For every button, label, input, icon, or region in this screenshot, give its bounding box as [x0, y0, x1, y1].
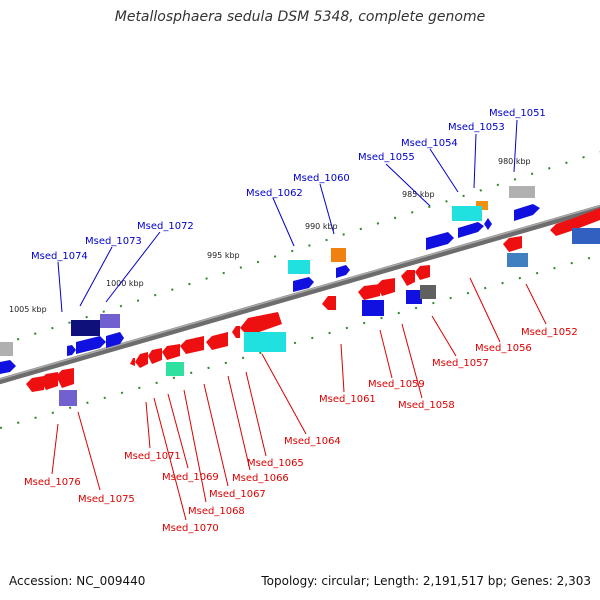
gene-label[interactable]: Msed_1059 — [368, 379, 425, 390]
gene-Msed_1056[interactable] — [415, 265, 430, 280]
gene-Msed_1076b[interactable] — [40, 372, 58, 390]
gene-label[interactable]: Msed_1069 — [162, 472, 219, 483]
gene-Msed_1071b[interactable] — [130, 358, 135, 366]
gene-Msed_1072-homolog[interactable] — [100, 314, 120, 328]
gene-Msed_1064-homolog[interactable] — [244, 332, 286, 352]
gene-label[interactable]: Msed_1072 — [137, 221, 194, 232]
gene-Msed_1073[interactable] — [76, 336, 106, 354]
gene-Msed_1074[interactable] — [67, 345, 76, 356]
gene-label[interactable]: Msed_1074 — [31, 251, 88, 262]
gene-label[interactable]: Msed_1064 — [284, 436, 341, 447]
gene-label[interactable]: Msed_1058 — [398, 400, 455, 411]
kbp-label: 1000 kbp — [106, 279, 144, 288]
gene-Msed_1069[interactable] — [162, 344, 180, 360]
accession-text: Accession: NC_009440 — [9, 574, 146, 588]
gene-Msed_1053b[interactable] — [484, 218, 492, 230]
gene-label[interactable]: Msed_1055 — [358, 152, 415, 163]
reverse-strand-genes — [26, 208, 600, 406]
gene-Msed_1060b[interactable] — [336, 265, 350, 278]
gene-Msed_1057-homolog[interactable] — [420, 285, 436, 299]
gene-Msed_1053[interactable] — [458, 222, 484, 238]
forward-strand-genes — [0, 186, 540, 374]
gene-Msed_1054-homolog[interactable] — [452, 206, 482, 221]
gene-Msed_1051-homolog[interactable] — [509, 186, 535, 198]
forward-gene-labels: Msed_1051 Msed_1053 Msed_1054 Msed_1055 … — [31, 108, 546, 262]
gene-Msed_1076[interactable] — [26, 376, 44, 392]
gene-label[interactable]: Msed_1075 — [78, 494, 135, 505]
gene-Msed_1058[interactable] — [376, 278, 395, 296]
gene-label[interactable]: Msed_1056 — [475, 343, 532, 354]
gene-Msed_1055[interactable] — [426, 232, 454, 250]
gene-Msed_1075[interactable] — [56, 368, 74, 388]
gene-Msed_1052-homolog[interactable] — [507, 253, 528, 267]
gene-Msed_1068[interactable] — [166, 362, 184, 376]
gene-Msed_1062-homolog[interactable] — [288, 260, 310, 274]
gene-Msed_1062[interactable] — [293, 277, 314, 292]
gene-label[interactable]: Msed_1057 — [432, 358, 489, 369]
gene-edge-right[interactable] — [550, 208, 600, 236]
genome-backbone — [0, 204, 600, 385]
gene-label[interactable]: Msed_1065 — [247, 458, 304, 469]
gene-label[interactable]: Msed_1066 — [232, 473, 289, 484]
gene-Msed_1060[interactable] — [331, 248, 346, 262]
gene-Msed_1073-homolog[interactable] — [71, 320, 100, 336]
gene-Msed_1071[interactable] — [135, 352, 148, 368]
gene-Msed_1072[interactable] — [106, 332, 124, 348]
gene-Msed_1067[interactable] — [180, 336, 204, 354]
gene-Msed_1070[interactable] — [148, 348, 162, 364]
gene-label[interactable]: Msed_1054 — [401, 138, 458, 149]
gene-Msed_1061[interactable] — [322, 296, 336, 310]
gene-label[interactable]: Msed_1067 — [209, 489, 266, 500]
gene-Msed_1051[interactable] — [514, 204, 540, 221]
gene-label[interactable]: Msed_1060 — [293, 173, 350, 184]
gene-Msed_1075-homolog[interactable] — [59, 390, 77, 406]
gene-label[interactable]: Msed_1070 — [162, 523, 219, 534]
gene-label[interactable]: Msed_1073 — [85, 236, 142, 247]
gene-label[interactable]: Msed_1062 — [246, 188, 303, 199]
gene-label[interactable]: Msed_1076 — [24, 477, 81, 488]
kbp-label: 990 kbp — [305, 222, 338, 231]
gene-label[interactable]: Msed_1071 — [124, 451, 181, 462]
kbp-label: 995 kbp — [207, 251, 240, 260]
gene-Msed_1053-homolog[interactable] — [476, 201, 488, 210]
genome-backbone-highlight — [0, 205, 600, 380]
gene-label[interactable]: Msed_1068 — [188, 506, 245, 517]
kbp-label: 1005 kbp — [9, 305, 47, 314]
reverse-gene-labels: Msed_1052 Msed_1056 Msed_1057 Msed_1058 … — [24, 327, 578, 534]
gene-label[interactable]: Msed_1052 — [521, 327, 578, 338]
gene-Msed_1065[interactable] — [232, 326, 240, 338]
gene-label[interactable]: Msed_1061 — [319, 394, 376, 405]
gene-edge-left-blue[interactable] — [0, 360, 16, 374]
gene-edge-right-blue[interactable] — [572, 228, 600, 244]
genome-summary-text: Topology: circular; Length: 2,191,517 bp… — [261, 574, 591, 588]
gene-edge-left[interactable] — [0, 342, 13, 356]
gene-label[interactable]: Msed_1053 — [448, 122, 505, 133]
gene-Msed_1064[interactable] — [240, 312, 282, 336]
gene-Msed_1059-homolog[interactable] — [362, 300, 384, 316]
forward-leader-lines — [57, 119, 518, 313]
gene-Msed_1052[interactable] — [503, 236, 522, 252]
gene-Msed_1059[interactable] — [358, 284, 380, 300]
gene-Msed_1056b[interactable] — [401, 270, 415, 286]
gene-Msed_1057[interactable] — [406, 290, 422, 304]
gene-label[interactable]: Msed_1051 — [489, 108, 546, 119]
reverse-leader-lines — [51, 277, 547, 521]
gene-Msed_1066[interactable] — [206, 332, 228, 350]
map-title: Metallosphaera sedula DSM 5348, complete… — [114, 9, 486, 25]
